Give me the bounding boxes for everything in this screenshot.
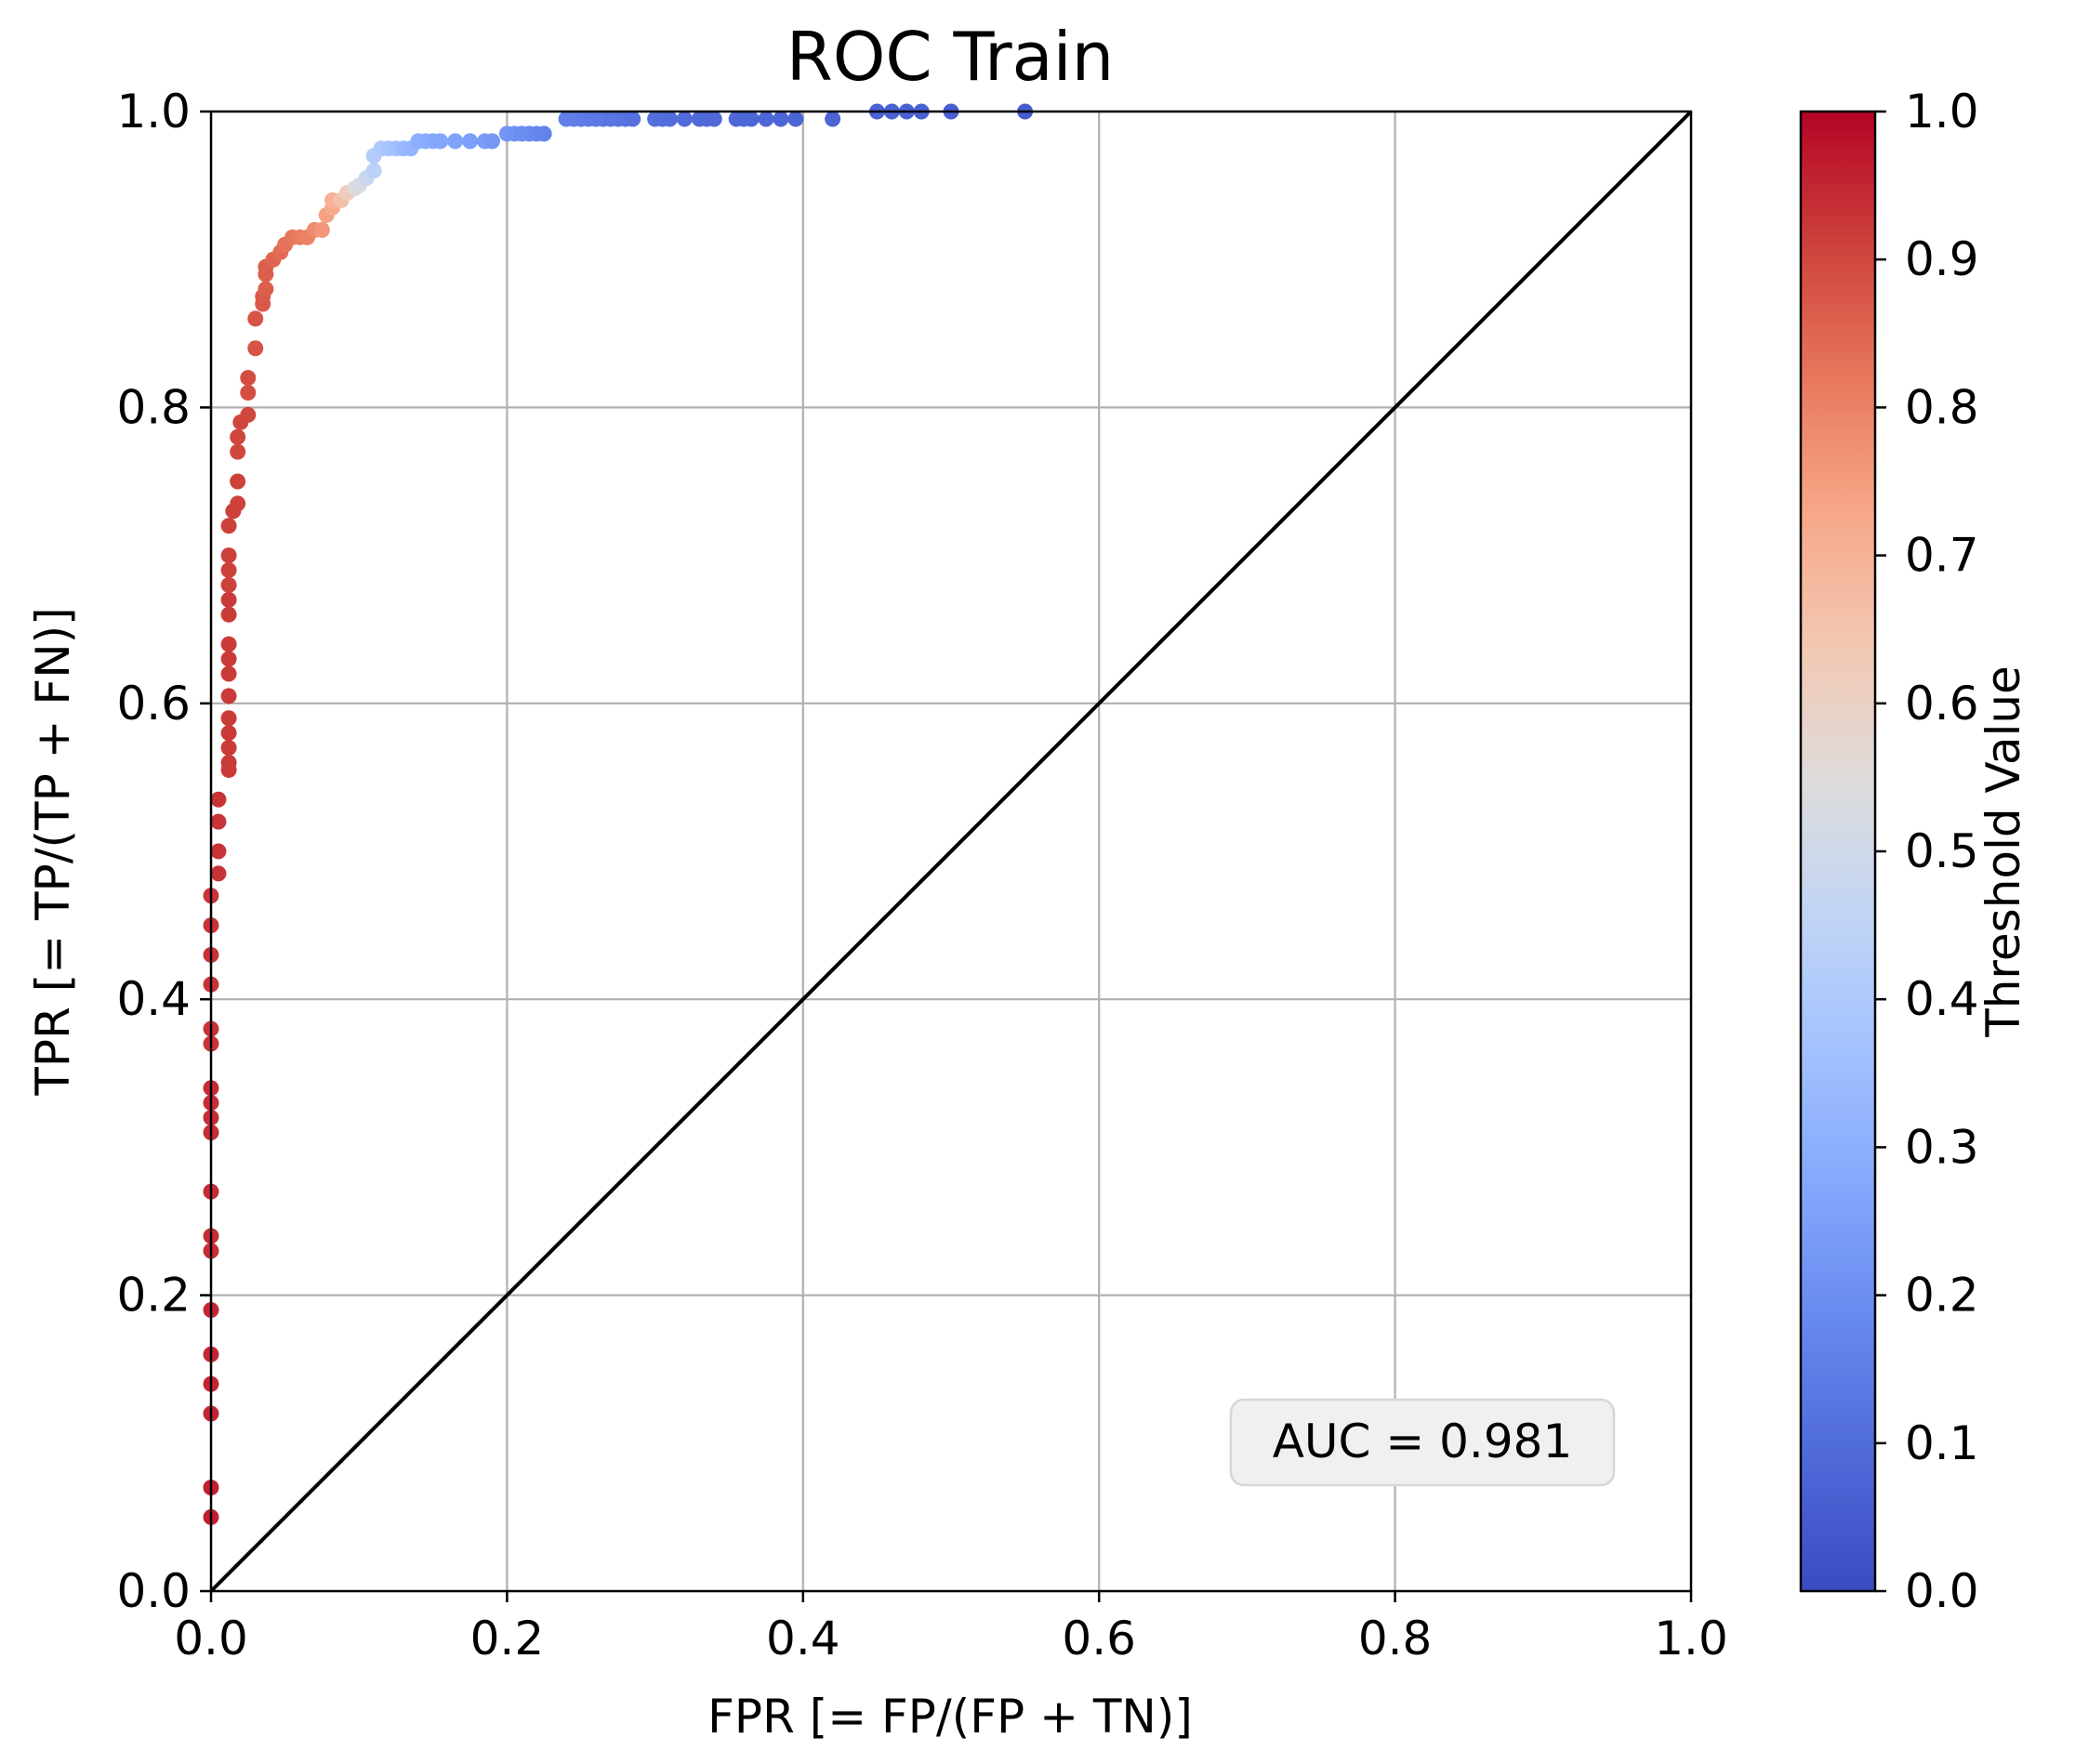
roc-point xyxy=(230,428,246,445)
roc-point xyxy=(220,636,237,652)
roc-point xyxy=(676,111,693,127)
colorbar-ticks: 0.0 0.1 0.2 0.3 0.4 0.5 0.6 0.7 0.8 0.9 1.0 xyxy=(1875,85,1979,1618)
roc-point xyxy=(230,495,246,512)
roc-point xyxy=(220,665,237,682)
y-tick-label: 0.2 xyxy=(116,1269,191,1323)
y-axis-label: TPR [= TP/(TP + FN)] xyxy=(26,607,80,1096)
roc-point xyxy=(365,163,382,179)
x-tick-label: 0.4 xyxy=(766,1612,840,1665)
roc-point xyxy=(230,443,246,460)
colorbar-tick-label: 0.6 xyxy=(1905,677,1979,731)
colorbar-tick-label: 0.5 xyxy=(1905,824,1979,878)
roc-point xyxy=(825,111,841,127)
roc-point xyxy=(220,606,237,623)
roc-point xyxy=(535,125,552,142)
roc-point xyxy=(462,133,479,150)
y-tick-label: 1.0 xyxy=(116,85,191,138)
roc-point xyxy=(483,133,500,150)
y-tick-label: 0.4 xyxy=(116,972,191,1026)
roc-point xyxy=(220,591,237,608)
roc-point xyxy=(210,843,227,860)
roc-point xyxy=(220,576,237,593)
x-tick-label: 0.8 xyxy=(1358,1612,1433,1665)
roc-point xyxy=(210,791,227,808)
roc-point xyxy=(240,384,257,401)
roc-point xyxy=(447,133,464,150)
roc-point xyxy=(220,754,237,770)
x-tick-label: 0.6 xyxy=(1062,1612,1136,1665)
roc-point xyxy=(247,340,264,357)
colorbar-tick-label: 0.8 xyxy=(1905,380,1979,434)
roc-point xyxy=(773,111,789,127)
y-tick-label: 0.8 xyxy=(116,380,191,434)
colorbar-label: Threshold Value xyxy=(1976,665,2030,1038)
roc-point xyxy=(313,221,330,238)
roc-point xyxy=(758,111,774,127)
roc-point xyxy=(220,688,237,704)
x-tick-label: 1.0 xyxy=(1654,1612,1728,1665)
roc-point xyxy=(220,740,237,757)
auc-annotation: AUC = 0.981 xyxy=(1229,1398,1616,1487)
x-tick-label: 0.2 xyxy=(470,1612,545,1665)
colorbar-tick-label: 0.2 xyxy=(1905,1269,1979,1323)
roc-point xyxy=(258,281,274,297)
colorbar-tick-label: 0.9 xyxy=(1905,232,1979,286)
colorbar-tick-label: 0.7 xyxy=(1905,529,1979,583)
y-axis-ticks: 0.0 0.2 0.4 0.6 0.8 1.0 xyxy=(116,85,211,1618)
roc-point xyxy=(625,111,641,127)
x-tick-label: 0.0 xyxy=(174,1612,248,1665)
roc-point xyxy=(432,133,449,150)
roc-point xyxy=(662,111,679,127)
roc-point xyxy=(220,518,237,534)
roc-point xyxy=(240,406,257,423)
roc-point xyxy=(247,310,264,327)
roc-point xyxy=(220,562,237,579)
colorbar-tick-label: 0.1 xyxy=(1905,1416,1979,1470)
colorbar-gradient xyxy=(1799,110,1877,1593)
roc-points xyxy=(203,103,1034,1525)
chart-title: ROC Train xyxy=(786,18,1115,96)
y-tick-label: 0.0 xyxy=(116,1564,191,1618)
colorbar-tick-label: 0.4 xyxy=(1905,972,1979,1026)
roc-point xyxy=(230,473,246,490)
roc-point xyxy=(220,547,237,564)
plot-frame xyxy=(209,110,1693,1593)
roc-point xyxy=(220,725,237,742)
grid-lines xyxy=(211,112,1691,1591)
x-axis-ticks: 0.0 0.2 0.4 0.6 0.8 1.0 xyxy=(174,1591,1728,1665)
plot-area: 0.0 0.2 0.4 0.6 0.8 1.0 0.0 0.2 0.4 0.6 0.8 1.0 xyxy=(116,85,1727,1665)
x-axis-label: FPR [= FP/(FP + TN)] xyxy=(707,1690,1193,1744)
colorbar-tick-label: 0.3 xyxy=(1905,1120,1979,1174)
roc-point xyxy=(240,370,257,387)
y-tick-label: 0.6 xyxy=(116,677,191,731)
roc-point xyxy=(743,111,760,127)
colorbar-tick-label: 0.0 xyxy=(1905,1564,1979,1618)
roc-point xyxy=(706,111,722,127)
roc-point xyxy=(220,710,237,727)
auc-annotation-box xyxy=(1229,1398,1616,1487)
colorbar: 0.0 0.1 0.2 0.3 0.4 0.5 0.6 0.7 0.8 0.9 1.0 Thresh… xyxy=(1799,85,2030,1618)
colorbar-tick-label: 1.0 xyxy=(1905,85,1979,138)
roc-point xyxy=(210,813,227,830)
roc-point xyxy=(210,865,227,882)
roc-point xyxy=(220,651,237,667)
roc-point xyxy=(787,111,804,127)
diagonal-reference-line xyxy=(209,110,1693,1593)
auc-annotation-text: AUC = 0.981 xyxy=(1273,1415,1573,1468)
